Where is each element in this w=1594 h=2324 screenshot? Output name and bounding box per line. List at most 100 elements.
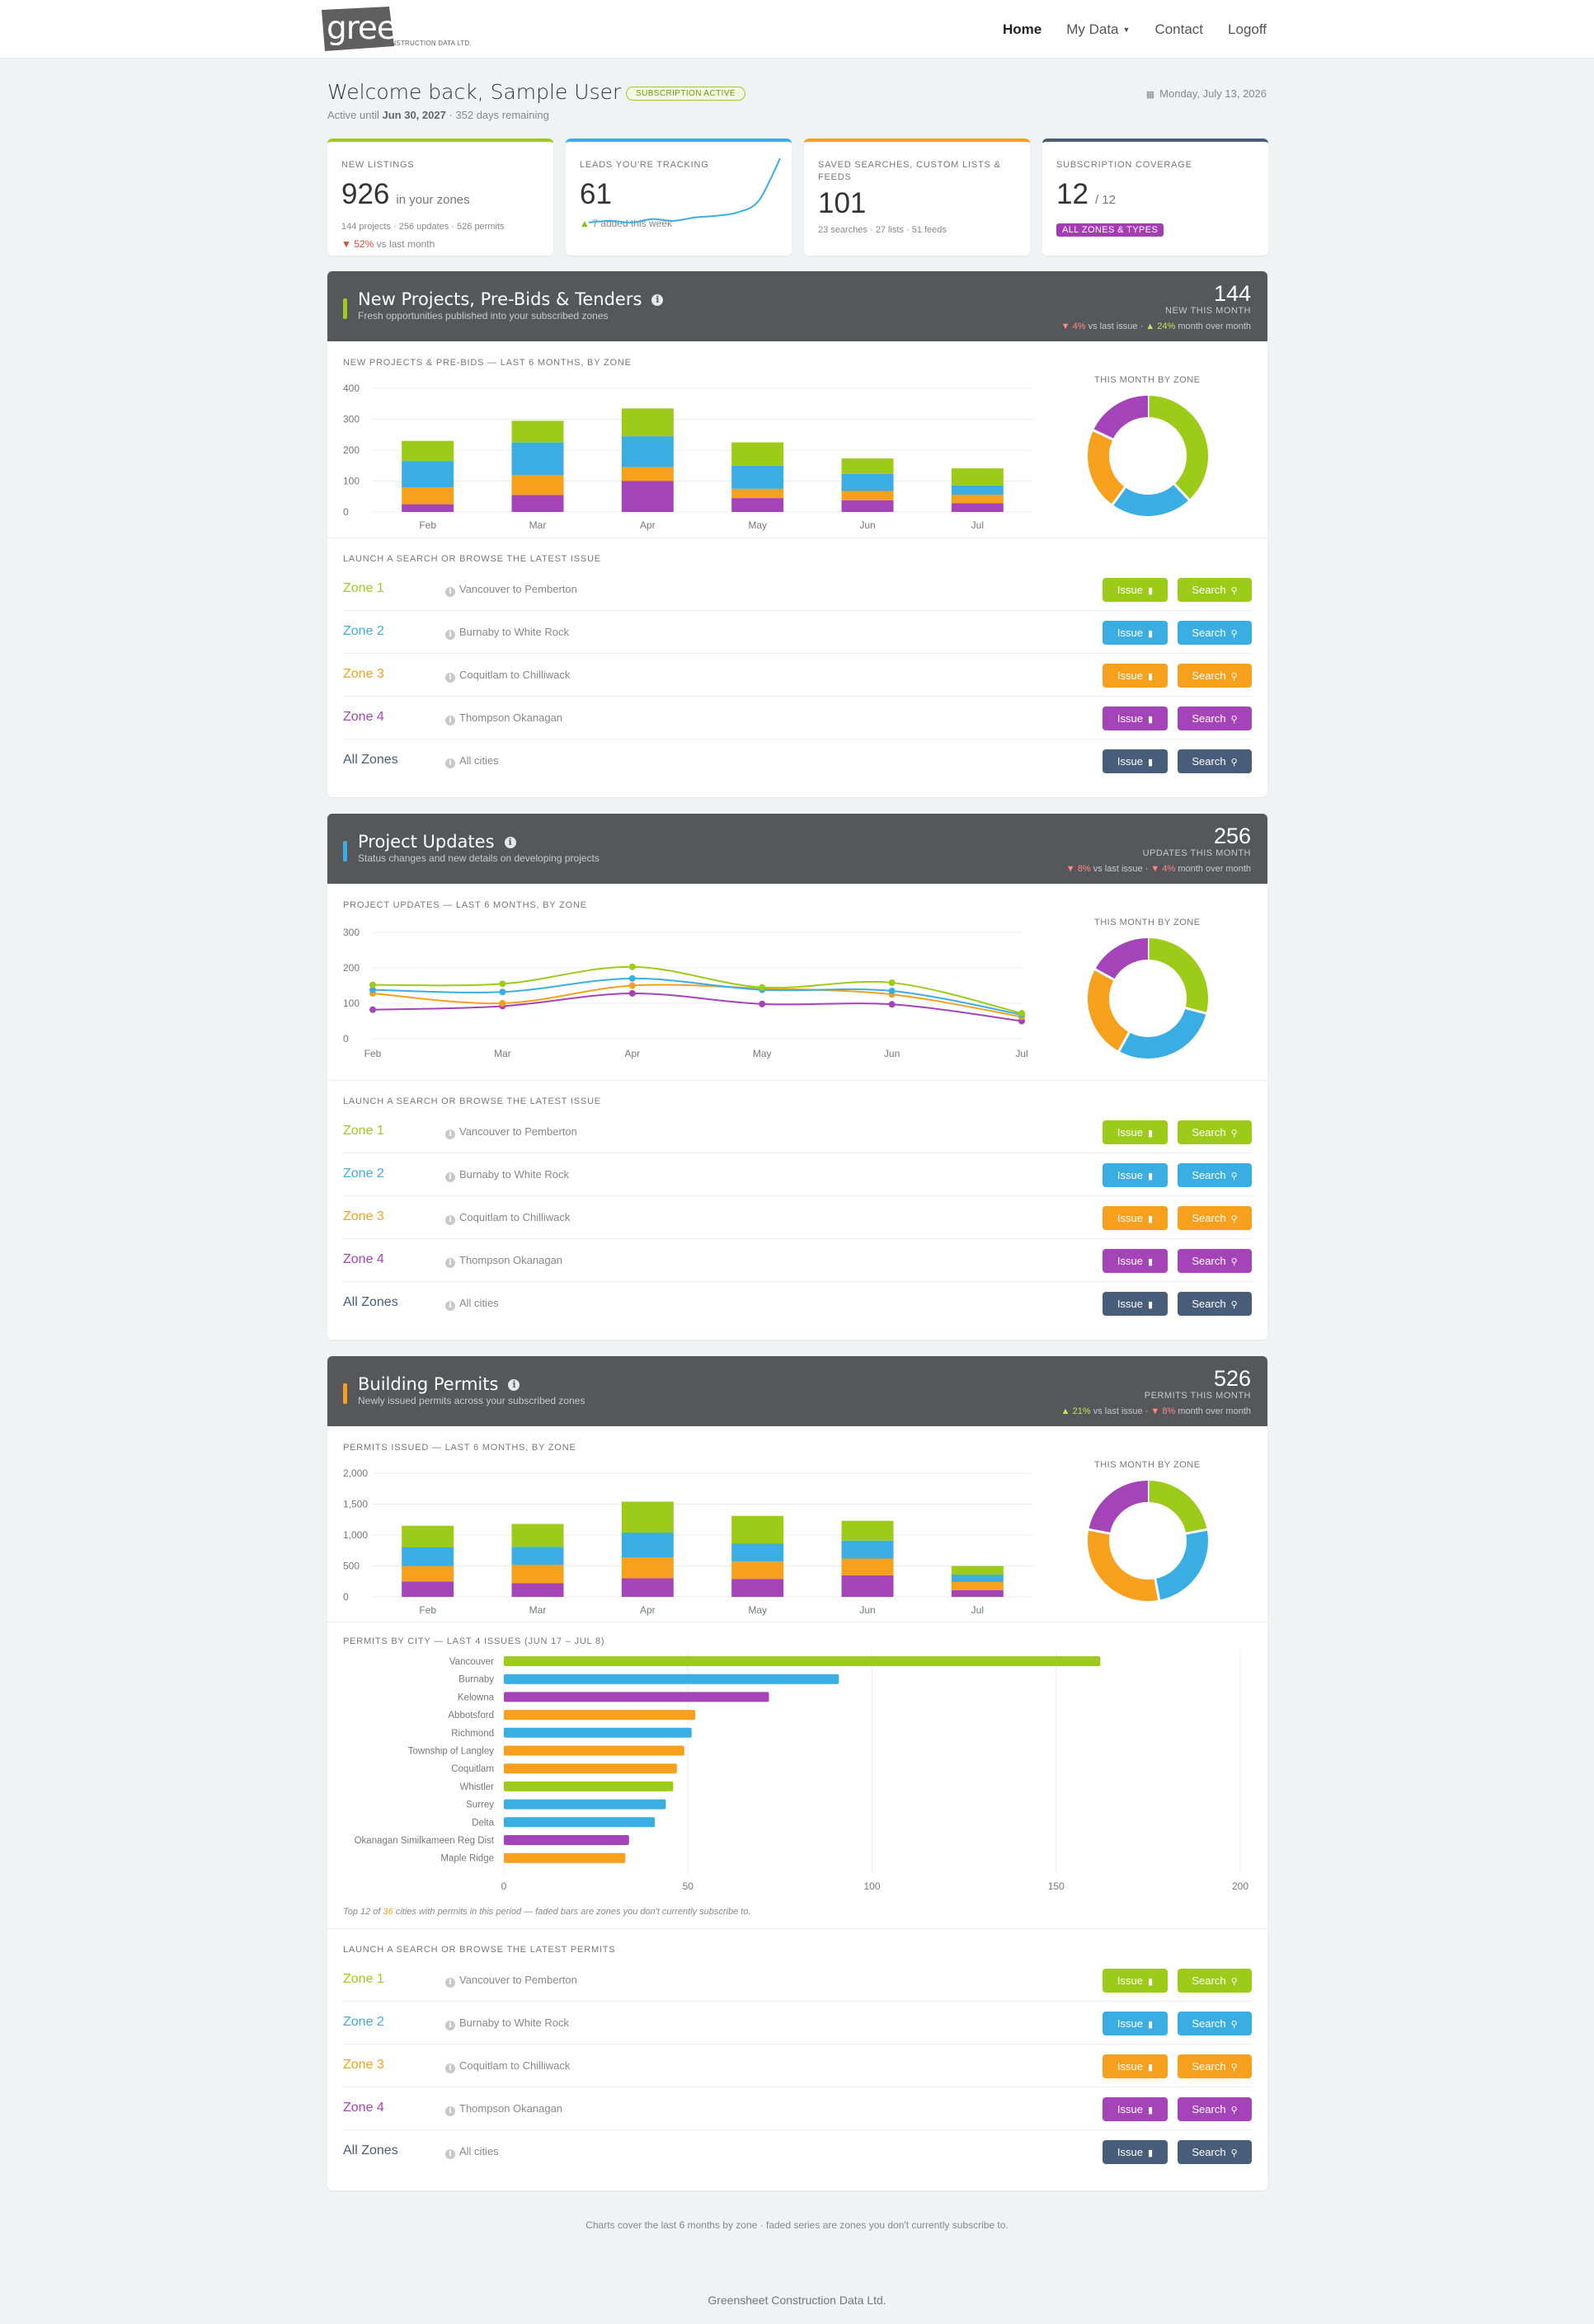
- projects-donut-chart[interactable]: [1082, 390, 1214, 522]
- issue-button[interactable]: Issue ▮: [1103, 749, 1168, 773]
- issue-button[interactable]: Issue ▮: [1103, 1969, 1168, 1993]
- issue-button[interactable]: Issue ▮: [1103, 2140, 1168, 2164]
- issue-button[interactable]: Issue ▮: [1103, 707, 1168, 730]
- x-tick-label: Feb: [419, 1604, 436, 1616]
- zone-desc-text: Burnaby to White Rock: [459, 2016, 569, 2029]
- search-button[interactable]: Search ⚲: [1178, 621, 1252, 645]
- slice-separator: [1093, 429, 1114, 441]
- zone-name[interactable]: Zone 2: [343, 2015, 384, 2029]
- search-button[interactable]: Search ⚲: [1178, 1163, 1252, 1187]
- search-button[interactable]: Search ⚲: [1178, 2140, 1252, 2164]
- divider: [327, 1080, 1267, 1081]
- section-header: Project Updates i Status changes and new …: [327, 814, 1267, 884]
- greensheet-logo[interactable]: greensheet CONSTRUCTION DATA LTD.: [315, 5, 501, 53]
- search-button[interactable]: Search ⚲: [1178, 1206, 1252, 1230]
- slice-separator: [1111, 486, 1126, 505]
- issue-button[interactable]: Issue ▮: [1103, 2012, 1168, 2035]
- search-label: Search: [1192, 2017, 1226, 2030]
- zone-name[interactable]: All Zones: [343, 753, 398, 767]
- issue-button[interactable]: Issue ▮: [1103, 1120, 1168, 1144]
- info-icon[interactable]: i: [504, 837, 516, 848]
- y-tick-label: 1,000: [343, 1529, 368, 1541]
- info-icon: i: [445, 1172, 455, 1182]
- issue-button[interactable]: Issue ▮: [1103, 621, 1168, 645]
- issue-button[interactable]: Issue ▮: [1103, 2054, 1168, 2078]
- zone-row: Zone 4 i Thompson Okanagan Issue ▮ Search ⚲: [343, 1239, 1252, 1282]
- nav-home[interactable]: Home: [1002, 21, 1042, 37]
- zone-name[interactable]: Zone 1: [343, 1124, 384, 1138]
- city-bar: [504, 1781, 674, 1791]
- search-icon: ⚲: [1230, 1257, 1238, 1267]
- info-icon[interactable]: i: [508, 1379, 520, 1391]
- zone-name[interactable]: Zone 2: [343, 624, 384, 638]
- updates-donut-chart[interactable]: [1082, 932, 1214, 1064]
- search-button[interactable]: Search ⚲: [1178, 707, 1252, 730]
- donut-title: THIS MONTH BY ZONE: [1094, 375, 1201, 385]
- zone-row: All Zones i All cities Issue ▮ Search ⚲: [343, 2130, 1252, 2173]
- issue-button[interactable]: Issue ▮: [1103, 1249, 1168, 1273]
- donut-slice: [1093, 396, 1149, 440]
- search-button[interactable]: Search ⚲: [1178, 2097, 1252, 2121]
- data-point: [888, 1001, 896, 1008]
- kpi-leads[interactable]: LEADS YOU'RE TRACKING 61 ▲ 7 added this …: [566, 139, 792, 256]
- city-label: Vancouver: [449, 1657, 494, 1667]
- search-button[interactable]: Search ⚲: [1178, 1120, 1252, 1144]
- zone-name[interactable]: Zone 3: [343, 2058, 384, 2072]
- issue-label: Issue: [1117, 2017, 1143, 2030]
- zone-desc-text: All cities: [459, 754, 499, 767]
- search-button[interactable]: Search ⚲: [1178, 2012, 1252, 2035]
- section-title-text: Building Permits: [358, 1374, 499, 1394]
- bar-segment: [511, 1547, 564, 1565]
- zone-name[interactable]: Zone 4: [343, 710, 384, 724]
- series-line: [372, 965, 1023, 1015]
- search-button[interactable]: Search ⚲: [1178, 749, 1252, 773]
- zone-name[interactable]: Zone 2: [343, 1167, 384, 1181]
- permits-donut-chart[interactable]: [1082, 1475, 1214, 1607]
- city-label: Burnaby: [458, 1675, 494, 1685]
- bar-segment: [402, 1581, 454, 1597]
- updates-line-chart: 0 100 200 300 Feb Mar Apr May Jun Jul: [343, 927, 1028, 1059]
- zone-name[interactable]: Zone 4: [343, 1252, 384, 1266]
- city-label: Maple Ridge: [440, 1854, 494, 1864]
- up-arrow-icon: ▲: [1060, 1406, 1070, 1416]
- bar-segment: [621, 436, 674, 467]
- kpi-coverage[interactable]: SUBSCRIPTION COVERAGE 12 / 12 ALL ZONES &…: [1042, 139, 1268, 256]
- search-button[interactable]: Search ⚲: [1178, 664, 1252, 688]
- logo-wordmark: greensheet: [327, 10, 501, 47]
- x-tick-label: Jun: [859, 1604, 875, 1616]
- issue-button[interactable]: Issue ▮: [1103, 1163, 1168, 1187]
- slice-separator: [1117, 1031, 1131, 1052]
- zone-name[interactable]: Zone 3: [343, 667, 384, 681]
- nav-my-data[interactable]: My Data ▼: [1066, 21, 1130, 38]
- issue-button[interactable]: Issue ▮: [1103, 2097, 1168, 2121]
- issue-button[interactable]: Issue ▮: [1103, 664, 1168, 688]
- search-button[interactable]: Search ⚲: [1178, 578, 1252, 602]
- zone-name[interactable]: All Zones: [343, 2143, 398, 2157]
- search-label: Search: [1192, 755, 1226, 768]
- kpi-new-listings[interactable]: NEW LISTINGS 926 in your zones 144 projec…: [327, 139, 553, 256]
- city-label: Kelowna: [458, 1693, 495, 1702]
- search-button[interactable]: Search ⚲: [1178, 1292, 1252, 1316]
- active-until: Active until Jun 30, 2027 · 352 days rem…: [327, 109, 549, 121]
- kpi-saved[interactable]: SAVED SEARCHES, CUSTOM LISTS & FEEDS 101…: [804, 139, 1030, 256]
- info-icon[interactable]: i: [651, 294, 664, 306]
- nav-contact[interactable]: Contact: [1154, 21, 1204, 37]
- zone-name[interactable]: Zone 1: [343, 581, 384, 595]
- issue-label: Issue: [1117, 1298, 1143, 1310]
- issue-button[interactable]: Issue ▮: [1103, 1206, 1168, 1230]
- issue-button[interactable]: Issue ▮: [1103, 578, 1168, 602]
- search-button[interactable]: Search ⚲: [1178, 1249, 1252, 1273]
- search-button[interactable]: Search ⚲: [1178, 2054, 1252, 2078]
- zone-name[interactable]: All Zones: [343, 1295, 398, 1309]
- section-header: New Projects, Pre-Bids & Tenders i Fresh …: [327, 271, 1267, 341]
- zone-name[interactable]: Zone 1: [343, 1972, 384, 1986]
- section-title-text: New Projects, Pre-Bids & Tenders: [358, 289, 642, 309]
- nav-logoff[interactable]: Logoff: [1228, 21, 1267, 37]
- zone-name[interactable]: Zone 3: [343, 1209, 384, 1223]
- issue-label: Issue: [1117, 712, 1143, 725]
- zone-name[interactable]: Zone 4: [343, 2101, 384, 2115]
- search-button[interactable]: Search ⚲: [1178, 1969, 1252, 1993]
- issue-button[interactable]: Issue ▮: [1103, 1292, 1168, 1316]
- zone-row: Zone 3 i Coquitlam to Chilliwack Issue ▮ Sear…: [343, 1196, 1252, 1239]
- info-icon: i: [445, 2021, 455, 2031]
